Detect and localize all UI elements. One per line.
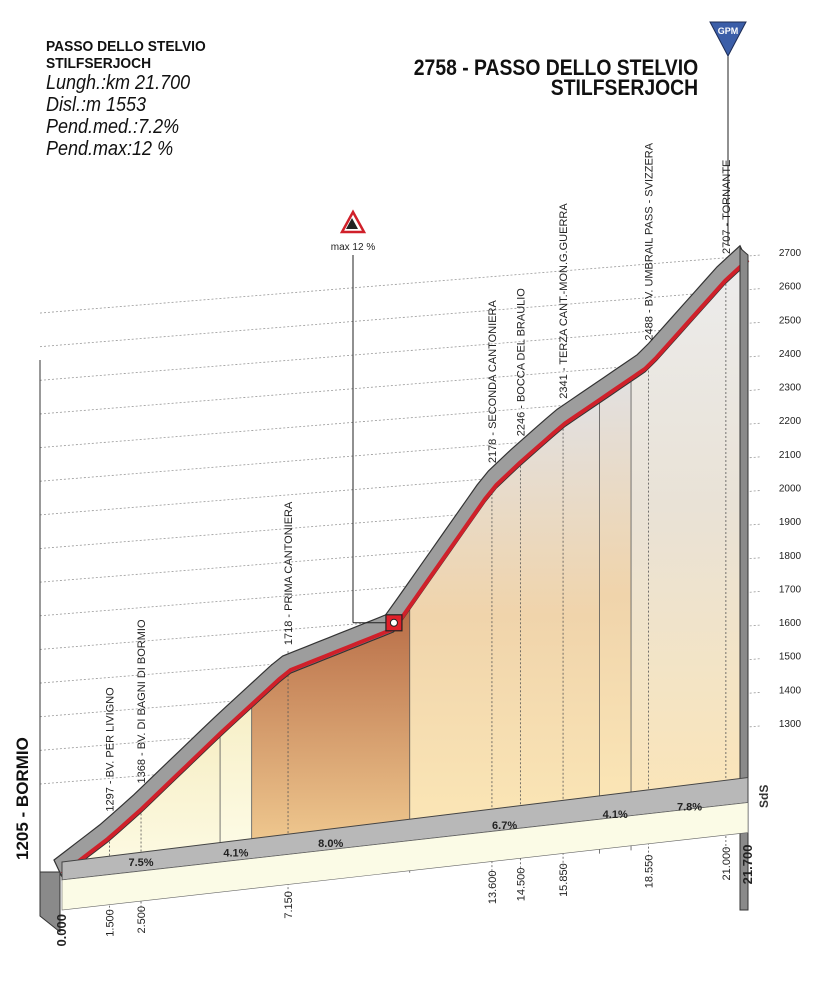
km-label: 21.700 bbox=[740, 845, 755, 885]
segment-gradient-label: 4.1% bbox=[603, 809, 628, 821]
waypoint-label: 2341 - TERZA CANT.-MON.G.GUERRA bbox=[558, 203, 570, 399]
y-tick-label: 1900 bbox=[779, 517, 802, 528]
max-gradient-stat: Pend.max:12 % bbox=[46, 138, 174, 160]
y-tick-label: 2200 bbox=[779, 416, 802, 427]
start-wall bbox=[39, 871, 61, 934]
y-tick-label: 1400 bbox=[779, 685, 802, 696]
summit-label: 2758 - PASSO DELLO STELVIO STILFSERJOCH bbox=[413, 55, 698, 100]
segment-fill bbox=[62, 736, 221, 877]
gridline bbox=[39, 321, 761, 381]
road-line bbox=[60, 258, 750, 876]
km-label: 15.850 bbox=[558, 863, 570, 897]
y-tick-label: 2300 bbox=[779, 383, 802, 394]
climb-info: PASSO DELLO STELVIO STILFSERJOCH Lungh.:… bbox=[46, 38, 220, 160]
max-gradient-icon-inner bbox=[346, 218, 358, 229]
gpm-badge-label: GPM bbox=[718, 26, 739, 36]
summit-line2: STILFSERJOCH bbox=[550, 75, 698, 100]
y-tick-label: 2100 bbox=[779, 450, 802, 461]
summit-line1: 2758 - PASSO DELLO STELVIO bbox=[413, 55, 698, 80]
km-labels: 0.000 1.500 2.500 7.150 13.600 14.500 15.850 18… bbox=[54, 845, 755, 947]
waypoint-labels: 1297 - BV. PER LIVIGNO 1368 - BV. DI BAGN… bbox=[104, 142, 732, 811]
y-tick-label: 2600 bbox=[779, 282, 802, 293]
y-tick-label: 1500 bbox=[779, 652, 802, 663]
base-strip bbox=[61, 776, 749, 911]
y-tick-label: 1300 bbox=[779, 719, 802, 730]
climb-subtitle: STILFSERJOCH bbox=[46, 55, 152, 72]
segment-gradient-labels: 7.5% 4.1% 8.0% 6.7% 4.1% 7.8% bbox=[128, 801, 702, 869]
max-gradient-label: max 12 % bbox=[331, 242, 376, 253]
waypoint-label: 2488 - BV. UMBRAIL PASS - SVIZZERA bbox=[643, 142, 655, 340]
segment-fills bbox=[62, 262, 748, 892]
segment-fill bbox=[599, 381, 632, 808]
km-label: 18.550 bbox=[643, 855, 655, 889]
segment-gradient-label: 7.5% bbox=[128, 857, 153, 869]
segment-fill bbox=[409, 402, 600, 827]
km-label: 7.150 bbox=[283, 891, 295, 919]
km-label: 2.500 bbox=[136, 906, 148, 934]
segment-gradient-label: 4.1% bbox=[223, 847, 248, 859]
segment-fill bbox=[251, 609, 410, 843]
y-tick-label: 2500 bbox=[779, 315, 802, 326]
y-tick-label: 2400 bbox=[779, 349, 802, 360]
km-label: 14.500 bbox=[515, 868, 527, 902]
y-tick-label: 1800 bbox=[779, 551, 802, 562]
gridline bbox=[39, 288, 761, 348]
segment-fill bbox=[220, 707, 252, 846]
y-tick-labels: 1300 1400 1500 1600 1700 1800 1900 2000 2100 2200… bbox=[779, 248, 802, 730]
segment-fill bbox=[631, 262, 748, 805]
gpm-badge bbox=[709, 21, 747, 58]
waypoint-label: 2707 - TORNANTE bbox=[721, 160, 733, 254]
finish-wall bbox=[739, 246, 749, 911]
km-label: 21.000 bbox=[721, 847, 733, 881]
y-tick-label: 2000 bbox=[779, 484, 802, 495]
km-label: 0.000 bbox=[54, 914, 69, 947]
gridline bbox=[39, 254, 761, 314]
climb-title: PASSO DELLO STELVIO bbox=[46, 38, 206, 55]
road-profile bbox=[39, 244, 750, 934]
km-label: 13.600 bbox=[487, 870, 499, 904]
avg-gradient-stat: Pend.med.:7.2% bbox=[46, 116, 180, 138]
waypoint-label: 1718 - PRIMA CANTONIERA bbox=[283, 501, 295, 645]
max-gradient-dot bbox=[389, 618, 398, 627]
waypoint-label: 1368 - BV. DI BAGNI DI BORMIO bbox=[136, 619, 148, 783]
y-tick-label: 1600 bbox=[779, 618, 802, 629]
markers: max 12 % GPM 1205 - BORMIO SdS bbox=[13, 21, 771, 860]
lower-band bbox=[61, 802, 749, 911]
segment-gradient-label: 7.8% bbox=[677, 801, 702, 813]
waypoint-label: 2246 - BOCCA DEL BRAULIO bbox=[515, 288, 527, 437]
segment-gradient-label: 6.7% bbox=[492, 820, 517, 832]
y-tick-label: 1700 bbox=[779, 584, 802, 595]
length-stat: Lungh.:km 21.700 bbox=[46, 72, 191, 94]
km-label: 1.500 bbox=[104, 909, 116, 937]
climb-stat: Disl.:m 1553 bbox=[46, 94, 147, 116]
waypoint-label: 2178 - SECONDA CANTONIERA bbox=[487, 300, 499, 464]
sds-logo: SdS bbox=[757, 785, 771, 808]
segment-gradient-label: 8.0% bbox=[318, 838, 343, 850]
start-label: 1205 - BORMIO bbox=[13, 737, 32, 860]
waypoint-label: 1297 - BV. PER LIVIGNO bbox=[104, 687, 116, 812]
y-tick-label: 2700 bbox=[779, 248, 802, 259]
